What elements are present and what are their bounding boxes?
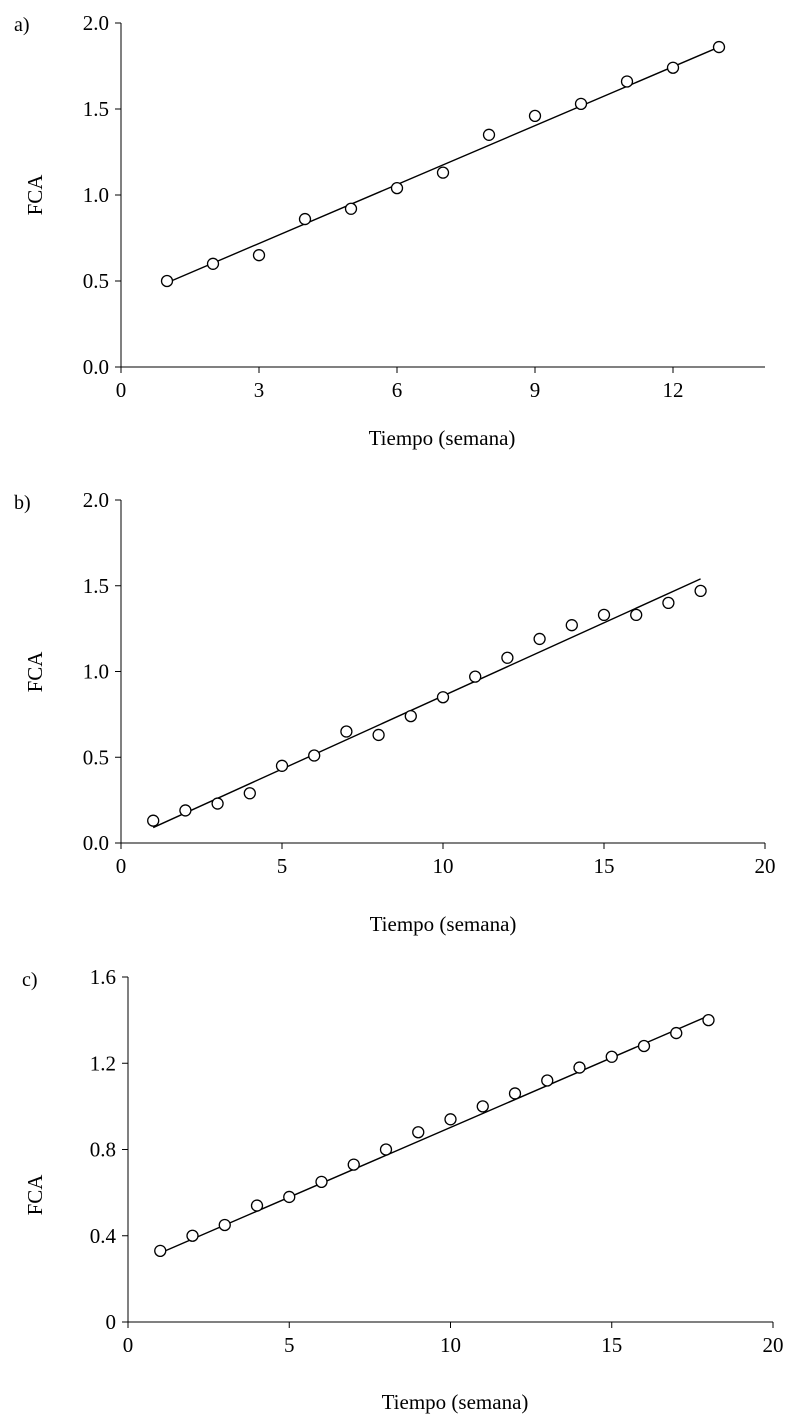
data-point bbox=[346, 203, 357, 214]
x-tick-label: 6 bbox=[392, 378, 403, 402]
x-axis-title: Tiempo (semana) bbox=[382, 1390, 529, 1414]
data-point bbox=[576, 98, 587, 109]
data-point bbox=[714, 42, 725, 53]
y-tick-label: 1.0 bbox=[83, 660, 109, 684]
data-point bbox=[668, 62, 679, 73]
trend-line bbox=[167, 47, 719, 283]
trend-line bbox=[153, 579, 700, 828]
panel-a: a) FCA Tiempo (semana) 0.0 0.5 1.0 1.5 2.0 0 3… bbox=[14, 11, 765, 450]
data-point bbox=[413, 1127, 424, 1138]
y-axis-title: FCA bbox=[23, 174, 47, 216]
data-point bbox=[381, 1144, 392, 1155]
x-tick-label: 15 bbox=[594, 854, 615, 878]
x-tick-label: 3 bbox=[254, 378, 265, 402]
panel-b: b) FCA Tiempo (semana) 0.0 0.5 1.0 1.5 2.0 0 5… bbox=[14, 488, 776, 936]
data-point bbox=[348, 1159, 359, 1170]
data-point bbox=[180, 805, 191, 816]
x-tick-label: 9 bbox=[530, 378, 541, 402]
y-tick-label: 0.5 bbox=[83, 745, 109, 769]
data-point bbox=[277, 760, 288, 771]
data-point bbox=[695, 585, 706, 596]
x-tick-label: 20 bbox=[755, 854, 776, 878]
data-point bbox=[162, 276, 173, 287]
y-axis-title: FCA bbox=[23, 1174, 47, 1216]
data-point bbox=[445, 1114, 456, 1125]
data-point bbox=[252, 1200, 263, 1211]
data-point bbox=[373, 729, 384, 740]
data-point bbox=[155, 1245, 166, 1256]
y-tick-label: 1.5 bbox=[83, 97, 109, 121]
data-point bbox=[405, 711, 416, 722]
x-tick-label: 20 bbox=[763, 1333, 784, 1357]
trend-line bbox=[160, 1016, 708, 1253]
y-tick-label: 0 bbox=[106, 1310, 117, 1334]
data-point bbox=[219, 1219, 230, 1230]
data-point bbox=[244, 788, 255, 799]
y-tick-label: 1.0 bbox=[83, 183, 109, 207]
x-tick-label: 15 bbox=[601, 1333, 622, 1357]
data-point bbox=[187, 1230, 198, 1241]
data-point bbox=[438, 167, 449, 178]
data-point bbox=[470, 671, 481, 682]
x-axis-title: Tiempo (semana) bbox=[370, 912, 517, 936]
data-point bbox=[284, 1191, 295, 1202]
x-tick-label: 5 bbox=[284, 1333, 295, 1357]
y-tick-label: 1.5 bbox=[83, 574, 109, 598]
x-axis-title: Tiempo (semana) bbox=[369, 426, 516, 450]
panel-label: b) bbox=[14, 492, 31, 514]
data-point bbox=[148, 815, 159, 826]
x-tick-label: 5 bbox=[277, 854, 288, 878]
data-point bbox=[502, 652, 513, 663]
data-point bbox=[300, 214, 311, 225]
x-tick-label: 12 bbox=[663, 378, 684, 402]
y-tick-label: 0.8 bbox=[90, 1138, 116, 1162]
data-point bbox=[212, 798, 223, 809]
x-tick-label: 0 bbox=[116, 854, 127, 878]
data-point bbox=[622, 76, 633, 87]
data-point bbox=[703, 1015, 714, 1026]
y-tick-label: 0.4 bbox=[90, 1224, 117, 1248]
data-point bbox=[606, 1051, 617, 1062]
data-point bbox=[631, 609, 642, 620]
y-tick-label: 2.0 bbox=[83, 488, 109, 512]
data-point bbox=[566, 620, 577, 631]
y-tick-label: 1.6 bbox=[90, 965, 116, 989]
data-point bbox=[392, 183, 403, 194]
data-point bbox=[316, 1176, 327, 1187]
data-point bbox=[530, 110, 541, 121]
panel-c: c) FCA Tiempo (semana) 0 0.4 0.8 1.2 1.6 0 5 10… bbox=[22, 965, 784, 1414]
x-tick-label: 0 bbox=[116, 378, 127, 402]
data-point bbox=[484, 129, 495, 140]
x-tick-label: 0 bbox=[123, 1333, 134, 1357]
data-point bbox=[534, 633, 545, 644]
y-tick-label: 2.0 bbox=[83, 11, 109, 35]
y-axis-title: FCA bbox=[23, 651, 47, 693]
data-point bbox=[254, 250, 265, 261]
panel-label: c) bbox=[22, 969, 38, 991]
x-tick-label: 10 bbox=[440, 1333, 461, 1357]
y-tick-label: 1.2 bbox=[90, 1051, 116, 1075]
y-tick-label: 0.0 bbox=[83, 831, 109, 855]
y-tick-label: 0.0 bbox=[83, 355, 109, 379]
data-point bbox=[574, 1062, 585, 1073]
data-point bbox=[510, 1088, 521, 1099]
data-point bbox=[309, 750, 320, 761]
data-point bbox=[208, 258, 219, 269]
data-point bbox=[542, 1075, 553, 1086]
data-point bbox=[477, 1101, 488, 1112]
data-point bbox=[599, 609, 610, 620]
data-point bbox=[341, 726, 352, 737]
data-point bbox=[671, 1028, 682, 1039]
data-point bbox=[438, 692, 449, 703]
data-point bbox=[663, 597, 674, 608]
y-tick-label: 0.5 bbox=[83, 269, 109, 293]
data-point bbox=[639, 1041, 650, 1052]
panel-label: a) bbox=[14, 14, 30, 36]
x-tick-label: 10 bbox=[433, 854, 454, 878]
